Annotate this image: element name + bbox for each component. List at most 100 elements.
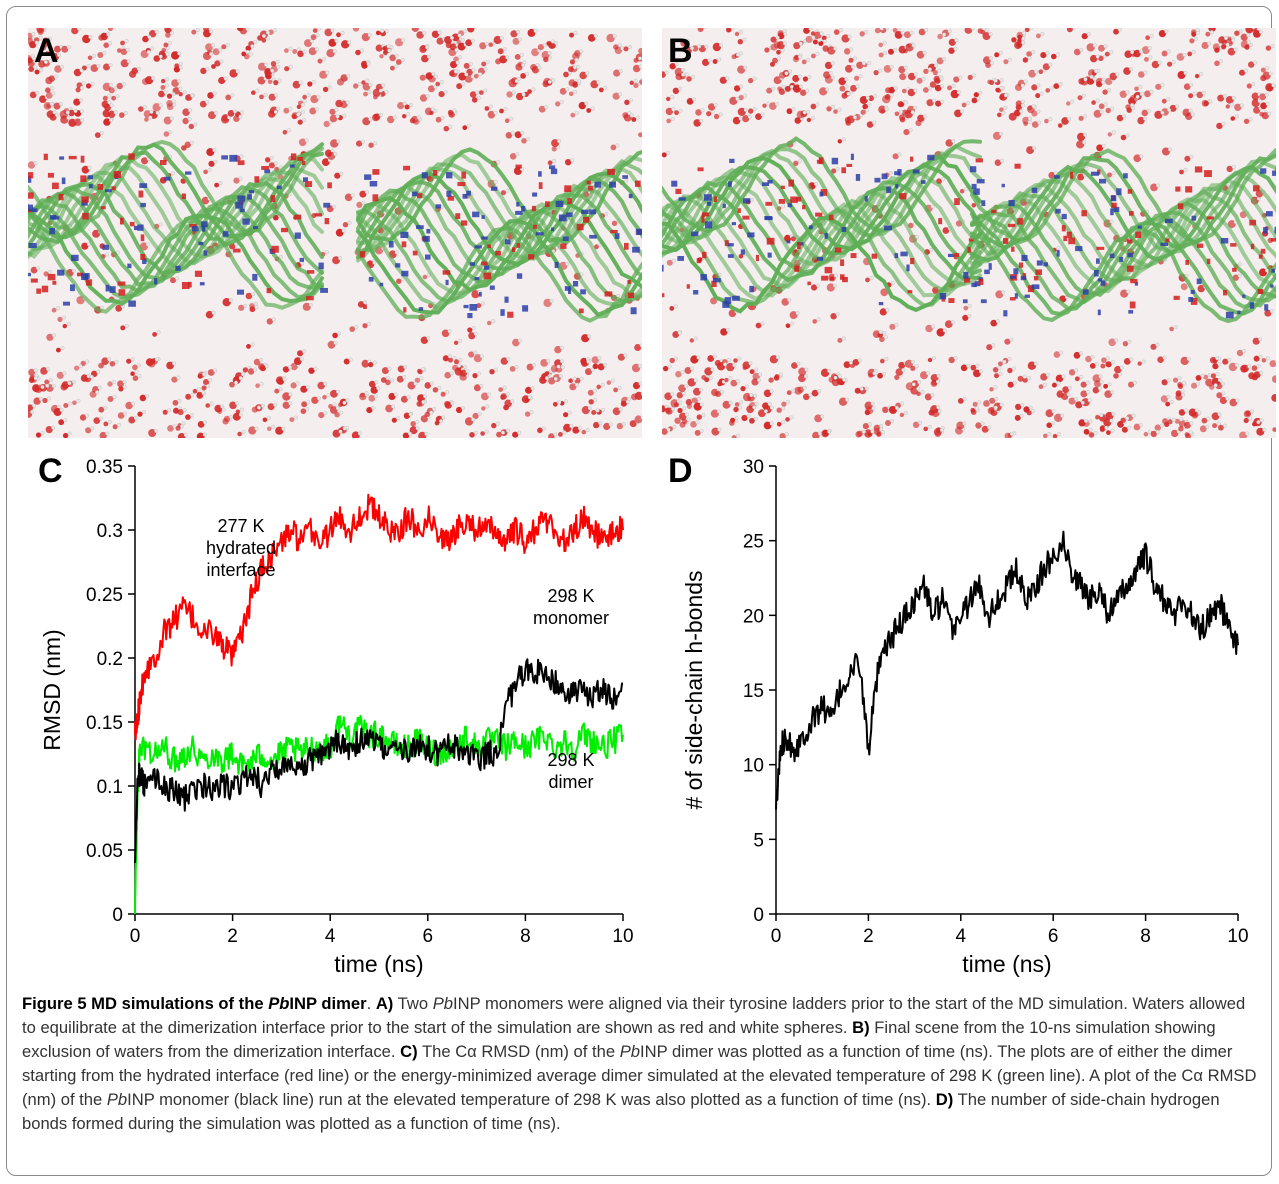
water-hydrogen — [253, 39, 258, 44]
water-oxygen — [161, 78, 166, 84]
water-hydrogen — [471, 417, 476, 422]
heteroatom-stick — [364, 174, 372, 180]
water-oxygen — [108, 28, 113, 32]
water-hydrogen — [597, 355, 602, 360]
water-hydrogen — [333, 151, 338, 156]
heteroatom-stick — [516, 273, 523, 279]
water-oxygen — [28, 368, 36, 376]
water-hydrogen — [448, 124, 453, 129]
water-oxygen — [693, 119, 701, 127]
water-oxygen — [302, 302, 311, 311]
water-hydrogen — [562, 430, 567, 435]
water-hydrogen — [726, 357, 731, 362]
water-oxygen — [402, 114, 407, 119]
water-oxygen — [90, 64, 99, 72]
water-hydrogen — [421, 399, 426, 404]
water-hydrogen — [623, 353, 628, 358]
water-oxygen — [1085, 355, 1092, 363]
water-oxygen — [1123, 67, 1131, 75]
water-hydrogen — [342, 426, 347, 431]
water-oxygen — [1042, 63, 1050, 71]
water-oxygen — [587, 34, 596, 42]
water-oxygen — [251, 90, 256, 95]
water-oxygen — [696, 414, 702, 420]
water-oxygen — [994, 52, 1000, 58]
water-hydrogen — [92, 53, 97, 58]
water-oxygen — [223, 415, 231, 422]
water-hydrogen — [1256, 28, 1260, 29]
water-hydrogen — [1031, 104, 1036, 108]
water-hydrogen — [324, 250, 329, 255]
water-oxygen — [710, 409, 719, 418]
panel-c-letter: C — [38, 452, 63, 490]
water-oxygen — [380, 377, 387, 383]
water-hydrogen — [488, 104, 493, 109]
water-hydrogen — [108, 118, 113, 123]
water-hydrogen — [1135, 94, 1140, 99]
water-hydrogen — [439, 80, 444, 84]
water-oxygen — [1137, 361, 1142, 366]
water-hydrogen — [1027, 119, 1032, 124]
water-hydrogen — [360, 48, 364, 53]
water-oxygen — [1150, 343, 1157, 350]
heteroatom-stick — [403, 165, 411, 171]
water-hydrogen — [1082, 93, 1086, 98]
water-hydrogen — [985, 28, 989, 33]
water-hydrogen — [521, 92, 526, 97]
heteroatom-stick — [515, 210, 523, 215]
water-oxygen — [321, 158, 330, 167]
water-hydrogen — [494, 367, 498, 372]
water-hydrogen — [259, 358, 264, 363]
water-hydrogen — [1099, 379, 1104, 384]
water-oxygen — [785, 417, 790, 422]
caption-a-text-1: Two — [397, 994, 433, 1013]
water-oxygen — [456, 39, 461, 44]
water-oxygen — [102, 95, 108, 101]
water-oxygen — [1016, 31, 1024, 39]
water-hydrogen — [1155, 429, 1160, 434]
water-hydrogen — [473, 331, 478, 336]
heteroatom-stick — [1127, 252, 1133, 258]
water-hydrogen — [810, 115, 815, 120]
water-hydrogen — [261, 34, 266, 38]
water-oxygen — [1205, 378, 1214, 387]
water-hydrogen — [271, 317, 276, 322]
water-hydrogen — [65, 110, 70, 115]
water-oxygen — [205, 403, 210, 408]
water-hydrogen — [962, 421, 967, 426]
water-hydrogen — [1031, 50, 1036, 54]
water-hydrogen — [1094, 69, 1099, 74]
water-hydrogen — [80, 85, 85, 90]
water-hydrogen — [154, 357, 159, 362]
water-hydrogen — [579, 376, 584, 381]
water-hydrogen — [1262, 427, 1267, 432]
water-hydrogen — [48, 59, 53, 64]
heteroatom-stick — [910, 258, 915, 265]
water-oxygen — [214, 182, 220, 188]
water-oxygen — [206, 148, 215, 157]
heteroatom-stick — [662, 293, 665, 298]
water-hydrogen — [212, 148, 217, 153]
water-oxygen — [435, 116, 442, 123]
heteroatom-stick — [462, 193, 468, 199]
water-hydrogen — [995, 319, 1000, 324]
water-oxygen — [342, 222, 349, 228]
water-hydrogen — [335, 406, 340, 411]
water-hydrogen — [618, 407, 623, 412]
water-hydrogen — [788, 69, 793, 74]
water-hydrogen — [940, 84, 945, 89]
heteroatom-stick — [632, 246, 640, 253]
heteroatom-stick — [1270, 284, 1274, 288]
water-hydrogen — [441, 415, 446, 420]
water-oxygen — [363, 91, 368, 97]
water-oxygen — [899, 114, 906, 121]
water-hydrogen — [769, 421, 774, 426]
water-hydrogen — [1058, 82, 1063, 87]
backbone-stick — [970, 210, 1276, 305]
backbone-stick — [662, 191, 982, 289]
heteroatom-stick — [767, 180, 773, 184]
water-oxygen — [859, 31, 865, 37]
water-hydrogen — [385, 376, 390, 380]
water-hydrogen — [408, 412, 413, 417]
